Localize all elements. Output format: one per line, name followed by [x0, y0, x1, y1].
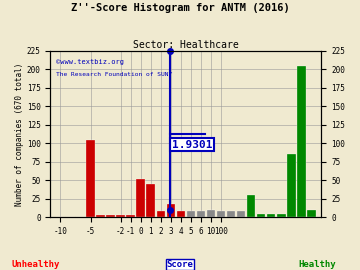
Bar	[277, 214, 285, 217]
Y-axis label: Number of companies (670 total): Number of companies (670 total)	[15, 62, 24, 206]
Text: Unhealthy: Unhealthy	[12, 260, 60, 269]
Bar	[136, 179, 145, 217]
Bar	[177, 211, 185, 217]
Bar	[237, 211, 246, 217]
Bar	[126, 215, 135, 217]
Bar	[147, 184, 155, 217]
Bar	[257, 214, 265, 217]
Text: Healthy: Healthy	[298, 260, 336, 269]
Bar	[287, 154, 296, 217]
Bar	[267, 214, 275, 217]
Bar	[157, 211, 165, 217]
Bar	[116, 215, 125, 217]
Bar	[247, 195, 255, 217]
Bar	[167, 204, 175, 217]
Bar	[186, 211, 195, 217]
Text: Z''-Score Histogram for ANTM (2016): Z''-Score Histogram for ANTM (2016)	[71, 3, 289, 13]
Bar	[197, 211, 205, 217]
Bar	[227, 211, 235, 217]
Bar	[207, 210, 215, 217]
Text: The Research Foundation of SUNY: The Research Foundation of SUNY	[56, 72, 172, 77]
Bar	[297, 66, 306, 217]
Bar	[307, 210, 316, 217]
Text: Score: Score	[167, 260, 193, 269]
Text: ©www.textbiz.org: ©www.textbiz.org	[56, 59, 124, 65]
Bar	[106, 215, 115, 217]
Bar	[96, 215, 105, 217]
Bar	[217, 211, 225, 217]
Text: 1.9301: 1.9301	[172, 140, 213, 150]
Bar	[86, 140, 95, 217]
Title: Sector: Healthcare: Sector: Healthcare	[133, 40, 239, 50]
